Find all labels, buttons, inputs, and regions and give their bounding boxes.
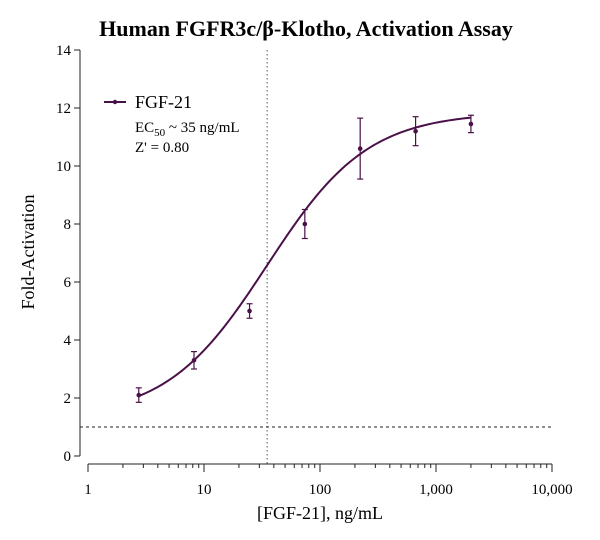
x-tick-label: 1,000 [419,482,453,498]
data-point [357,117,364,180]
y-tick-label: 10 [56,159,71,175]
y-tick-label: 0 [64,449,72,465]
y-tick-label: 4 [64,333,72,349]
legend-entry-label: FGF-21 [135,92,192,112]
data-point [246,303,253,319]
reference-lines [80,50,552,464]
data-points [135,114,474,403]
data-point [135,387,142,403]
x-tick-label: 100 [309,482,332,498]
y-tick-label: 2 [64,391,72,407]
y-tick-label: 8 [64,217,72,233]
data-marker [247,308,252,314]
data-point [412,116,419,147]
data-marker [357,146,363,151]
y-tick-label: 14 [56,43,72,59]
x-tick-label: 10,000 [531,482,572,498]
x-tick-label: 1 [84,482,92,498]
data-marker [302,221,308,227]
z-prime-annotation: Z' = 0.80 [135,140,189,156]
data-point [301,208,308,240]
ec50-value: ~ 35 ng/mL [165,120,239,136]
x-tick-label: 10 [197,482,212,498]
data-marker [468,121,474,127]
fit-curve-fgf21 [138,116,472,398]
y-axis-label: Fold-Activation [18,195,38,310]
data-point [467,114,474,134]
legend-marker-swatch [112,99,118,105]
ec50-subscript: 50 [154,127,166,139]
legend: FGF-21 EC50 ~ 35 ng/mL Z' = 0.80 [104,92,240,156]
ec50-annotation: EC50 ~ 35 ng/mL [135,120,240,139]
x-axis-label: [FGF-21], ng/mL [257,503,383,523]
data-point [191,351,198,370]
y-tick-label: 6 [64,275,72,291]
chart-title: Human FGFR3c/β-Klotho, Activation Assay [99,16,513,41]
data-marker [191,358,197,363]
ec50-prefix: EC [135,120,154,136]
data-marker [413,128,418,134]
axes: 0 2 4 6 8 10 12 14 1 10 100 1,000 10,000 [56,43,573,498]
data-marker [136,392,142,398]
fit-curves [138,116,472,398]
y-tick-label: 12 [56,101,71,117]
